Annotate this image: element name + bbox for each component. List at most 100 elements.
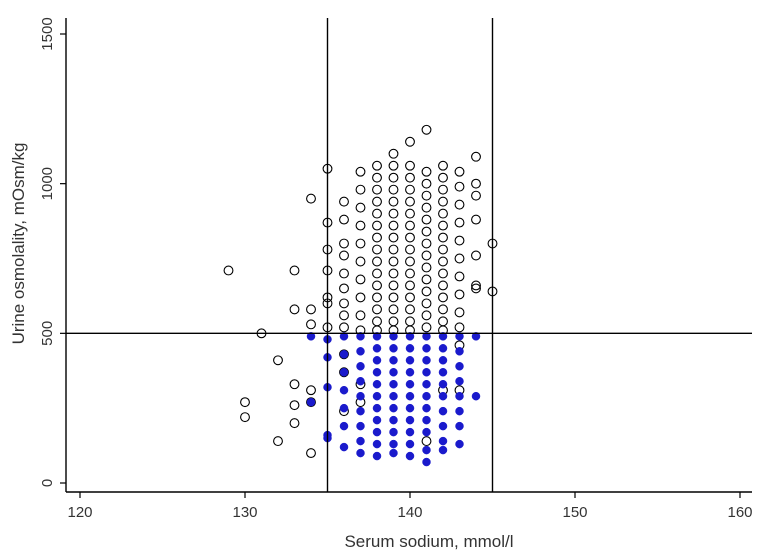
data-point-open [405,184,415,195]
data-point-open [405,208,415,219]
x-tick-label: 160 [727,504,752,521]
data-point-filled [455,332,464,341]
data-point-filled [438,406,448,416]
data-point-open [405,232,415,243]
ticks: 120 130 140 150 160 0 500 1000 1500 [39,17,753,521]
data-point-filled [356,448,365,458]
data-point-open [438,208,448,219]
data-point-open [355,202,366,213]
data-point-open [405,268,415,279]
data-point-open [421,238,432,249]
data-point-open [388,232,399,243]
data-point-open [471,151,481,162]
data-point-open [405,220,415,231]
data-point-open [405,316,415,327]
data-point-filled [372,379,382,389]
data-point-filled [455,421,464,431]
x-tick-label: 120 [67,504,92,521]
data-point-open [471,178,481,189]
data-point-open [405,256,415,267]
data-point-open [438,244,448,255]
data-point-open [339,268,349,279]
data-point-open [355,292,366,303]
data-point-open [421,124,432,135]
data-point-open [388,220,399,231]
data-point-filled [422,332,431,341]
data-point-filled [405,344,415,353]
data-point-filled [422,344,431,353]
data-point-open [388,316,399,327]
data-point-open [405,292,415,303]
data-point-filled [339,403,349,413]
data-point-open [471,280,481,291]
data-point-open [388,292,399,303]
data-point-filled [438,436,448,446]
data-point-open [372,196,382,207]
y-tick-label: 1000 [39,167,56,200]
data-point-open [421,214,432,225]
data-point-filled [356,406,365,416]
data-point-open [438,184,448,195]
data-point-filled [438,421,448,431]
data-point-open [454,289,465,300]
data-point-filled [389,439,398,449]
data-point-filled [471,391,481,401]
data-point-open [421,226,432,237]
data-point-open [306,193,316,204]
points-layer [223,124,498,467]
data-point-filled [356,347,365,356]
data-point-open [339,322,349,333]
data-point-filled [389,448,398,458]
data-point-filled [422,379,431,389]
data-point-open [388,244,399,255]
data-point-filled [372,403,382,413]
data-point-open [421,274,432,285]
data-point-open [306,448,316,459]
data-point-filled [372,367,382,377]
data-point-open [355,220,366,231]
data-point-open [421,190,432,201]
data-point-open [339,238,349,249]
data-point-filled [356,376,365,386]
y-tick-label: 500 [39,321,56,346]
data-point-open [372,256,382,267]
data-point-open [438,316,448,327]
data-point-filled [372,332,382,341]
data-point-open [454,217,465,228]
data-point-open [405,196,415,207]
data-point-filled [389,356,398,365]
data-point-filled [455,362,464,371]
data-point-filled [422,415,431,425]
data-point-filled [372,391,382,401]
data-point-open [438,292,448,303]
data-point-open [454,166,465,177]
data-point-open [273,436,283,447]
data-point-open [388,160,399,171]
data-point-filled [356,436,365,446]
data-point-open [372,316,382,327]
data-point-filled [306,397,316,407]
data-point-open [454,181,465,192]
data-point-filled [438,356,448,365]
data-point-open [438,304,448,315]
data-point-filled [372,356,382,365]
y-tick-label: 0 [39,479,56,487]
data-point-open [339,214,349,225]
data-point-filled [389,391,398,401]
data-point-filled [438,379,448,389]
data-point-open [405,304,415,315]
data-point-open [355,184,366,195]
data-point-filled [405,356,415,365]
data-point-open [421,310,432,321]
data-point-open [372,232,382,243]
data-point-filled [356,391,365,401]
data-point-open [438,280,448,291]
data-point-filled [422,445,431,455]
data-point-filled [405,415,415,425]
data-point-open [388,268,399,279]
data-point-filled [389,403,398,413]
data-point-filled [405,439,415,449]
data-point-open [306,397,316,408]
data-point-open [388,208,399,219]
